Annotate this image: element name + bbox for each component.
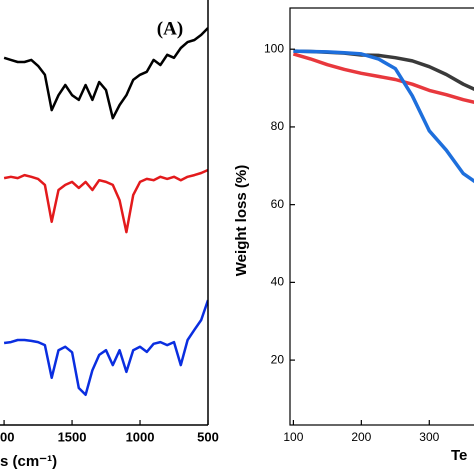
plot-lines [3,27,208,397]
x-tick-label: 1500 [58,429,87,444]
y-tick-label: 20 [271,352,285,366]
x-tick-label: 1000 [126,429,155,444]
data-line [293,49,474,184]
plot-lines [292,49,474,184]
x-tick-label: 00 [0,429,14,444]
x-axis-label: Te [451,447,467,464]
y-tick-label: 60 [271,197,285,211]
plot-frame [289,7,474,426]
data-line [3,27,208,120]
panel-label: (A) [157,18,183,39]
data-line [293,49,474,91]
x-tick-label: 500 [197,429,219,444]
x-axis-label: s (cm⁻¹) [0,453,57,470]
data-line [3,299,208,397]
x-tick-label: 200 [351,430,371,444]
data-line [292,52,474,104]
data-line [3,168,208,234]
x-tick-label: 300 [419,430,439,444]
x-tick-label: 100 [283,430,303,444]
y-axis-label: Weight loss (%) [233,165,250,276]
y-tick-label: 100 [264,41,284,55]
y-tick-label: 80 [271,119,285,133]
y-tick-label: 40 [271,275,285,289]
